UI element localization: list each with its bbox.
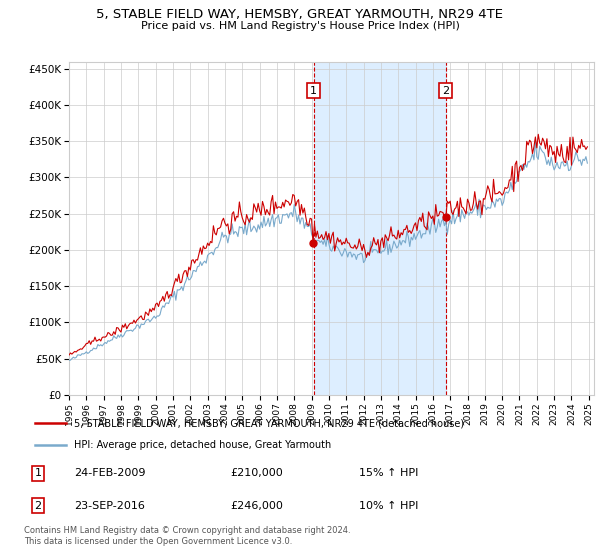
Text: Contains HM Land Registry data © Crown copyright and database right 2024.
This d: Contains HM Land Registry data © Crown c… [24, 526, 350, 546]
Text: £246,000: £246,000 [230, 501, 283, 511]
Text: 10% ↑ HPI: 10% ↑ HPI [359, 501, 418, 511]
Text: 15% ↑ HPI: 15% ↑ HPI [359, 468, 418, 478]
Text: 24-FEB-2009: 24-FEB-2009 [74, 468, 146, 478]
Text: Price paid vs. HM Land Registry's House Price Index (HPI): Price paid vs. HM Land Registry's House … [140, 21, 460, 31]
Text: 5, STABLE FIELD WAY, HEMSBY, GREAT YARMOUTH, NR29 4TE (detached house): 5, STABLE FIELD WAY, HEMSBY, GREAT YARMO… [74, 418, 464, 428]
Bar [314, 62, 446, 395]
Text: 5, STABLE FIELD WAY, HEMSBY, GREAT YARMOUTH, NR29 4TE: 5, STABLE FIELD WAY, HEMSBY, GREAT YARMO… [97, 8, 503, 21]
Text: 1: 1 [34, 468, 41, 478]
Text: 2: 2 [442, 86, 449, 96]
Text: HPI: Average price, detached house, Great Yarmouth: HPI: Average price, detached house, Grea… [74, 440, 331, 450]
Text: 23-SEP-2016: 23-SEP-2016 [74, 501, 145, 511]
Text: £210,000: £210,000 [230, 468, 283, 478]
Text: 2: 2 [34, 501, 41, 511]
Text: 1: 1 [310, 86, 317, 96]
